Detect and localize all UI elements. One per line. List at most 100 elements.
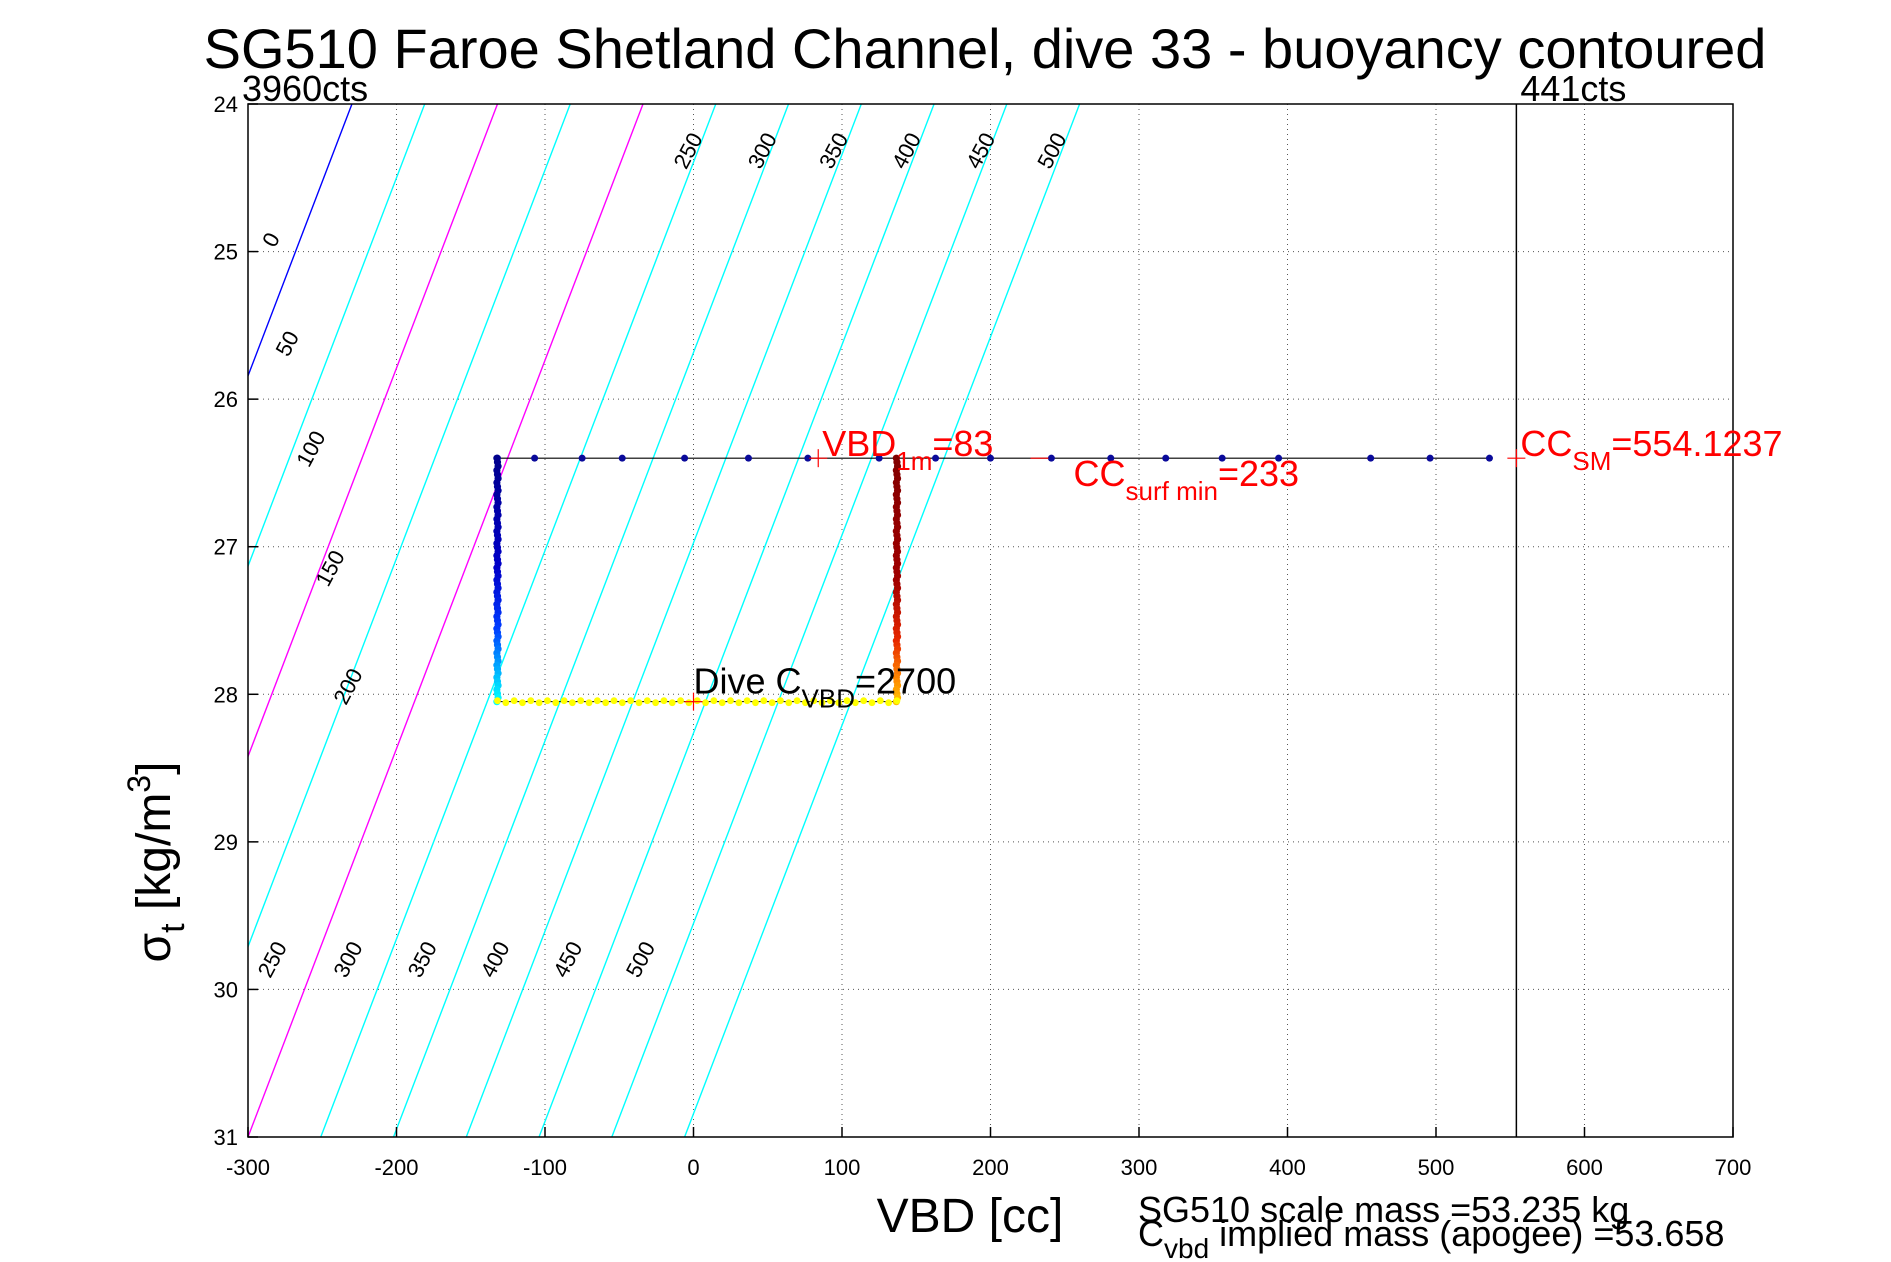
grid (248, 104, 1733, 1137)
contour-150 (248, 104, 571, 949)
surface-point (804, 454, 812, 462)
x-tick-label: 0 (687, 1155, 699, 1180)
bottom-point (868, 699, 876, 707)
x-tick-label: 700 (1715, 1155, 1752, 1180)
bottom-point (802, 699, 809, 707)
bottom-point (785, 699, 793, 707)
bottom-point (702, 699, 709, 707)
bottom-point (627, 697, 635, 705)
bottom-point (602, 699, 610, 707)
contour-500 (683, 104, 1081, 1137)
y-axis-label: σt [kg/m3] (121, 762, 192, 963)
x-tick-label: 200 (972, 1155, 1009, 1180)
annotation-0: VBD1m=83 (822, 423, 993, 476)
contour-450 (611, 104, 1008, 1137)
bottom-point (743, 697, 751, 705)
bottom-point (668, 699, 676, 707)
y-tick-label: 24 (214, 92, 238, 117)
bottom-point (718, 699, 726, 707)
annotation-3: Dive CVBD=2700 (694, 661, 957, 714)
surface-point (1162, 454, 1170, 462)
bottom-point (727, 697, 734, 705)
y-tick-label: 25 (214, 240, 238, 265)
bottom-point (810, 697, 818, 705)
contour-300 (392, 104, 790, 1137)
contour-100 (248, 104, 499, 759)
x-tick-label: 600 (1566, 1155, 1603, 1180)
bottom-point (593, 697, 601, 705)
bottom-point (502, 699, 510, 707)
contour-200 (248, 104, 644, 1137)
implied-mass-rest: implied mass (apogee) =53.658 (1209, 1213, 1724, 1254)
scale-mass-text: SG510 scale mass =53.235 kg (1138, 1189, 1629, 1230)
implied-mass-sub: vbd (1164, 1233, 1209, 1262)
plot-background (248, 104, 1733, 1137)
y-tick-label: 31 (214, 1125, 238, 1150)
x-tick-label: -100 (523, 1155, 567, 1180)
y-tick-label: 30 (214, 977, 238, 1002)
bottom-point (777, 697, 784, 705)
svg-text:σt [kg/m3]: σt [kg/m3] (121, 762, 192, 963)
chart-title: SG510 Faroe Shetland Channel, dive 33 - … (204, 17, 1767, 80)
bottom-point (685, 699, 693, 707)
surface-point (1218, 454, 1226, 462)
x-tick-label: -200 (374, 1155, 418, 1180)
surface-point (987, 454, 994, 462)
bottom-point (544, 697, 551, 705)
x-tick-label: 400 (1269, 1155, 1306, 1180)
bottom-point (560, 697, 568, 705)
surface-point (1275, 454, 1283, 462)
bottom-point (652, 699, 660, 707)
bottom-point (760, 697, 768, 705)
surface-point (681, 454, 689, 462)
bottom-point (793, 697, 801, 705)
bottom-point (519, 699, 526, 707)
x-tick-label: 500 (1418, 1155, 1455, 1180)
contour-50 (248, 104, 426, 569)
x-axis-ticks: -300 -200 -100 0 100 200 300 400 500 600 700 (226, 1127, 1751, 1180)
bottom-point (610, 697, 618, 705)
x-tick-label: 300 (1121, 1155, 1158, 1180)
bottom-point (860, 697, 868, 705)
bottom-point (893, 697, 901, 705)
bottom-point (835, 699, 843, 707)
dive-trace (493, 449, 1526, 711)
y-axis-ticks: 24 25 26 27 28 29 30 31 (214, 92, 258, 1150)
bottom-point (660, 697, 668, 705)
surface-point (875, 454, 883, 462)
bottom-point (577, 697, 585, 705)
bottom-point (535, 699, 543, 707)
surface-point (1426, 454, 1434, 462)
bottom-point (843, 697, 851, 705)
surface-point (618, 454, 626, 462)
surface-point (744, 454, 752, 462)
count-label: 441cts (1520, 68, 1626, 109)
bottom-point (635, 699, 643, 707)
bottom-point (677, 697, 684, 705)
bottom-point (618, 699, 626, 707)
bottom-point (585, 699, 593, 707)
bottom-point (643, 697, 651, 705)
surface-point (1485, 454, 1493, 462)
bottom-point (885, 699, 893, 707)
y-axis-label-unit: [kg/m (128, 793, 181, 924)
surface-point (1107, 454, 1115, 462)
contour-350 (465, 104, 862, 1137)
bottom-point (568, 699, 576, 707)
x-axis-label: VBD [cc] (877, 1190, 1064, 1243)
y-tick-label: 26 (214, 387, 238, 412)
bottom-point (735, 699, 743, 707)
bottom-point (552, 699, 560, 707)
count-label: 3960cts (242, 68, 368, 109)
y-axis-label-close: ] (128, 762, 181, 775)
surface-point (1367, 454, 1375, 462)
bottom-point (693, 697, 701, 705)
y-tick-label: 29 (214, 830, 238, 855)
bottom-point (826, 697, 834, 705)
surface-point (578, 454, 586, 462)
annotation-2: CCSM=554.1237 (1520, 423, 1782, 476)
surface-point (932, 454, 940, 462)
contour-250 (320, 104, 717, 1137)
surface-point (531, 454, 539, 462)
